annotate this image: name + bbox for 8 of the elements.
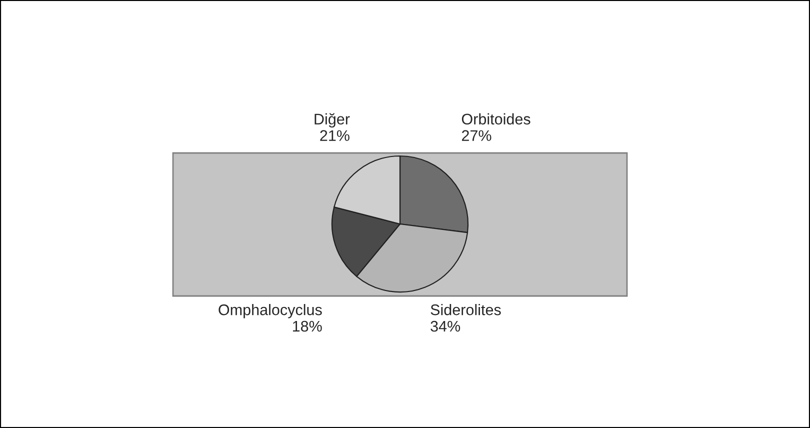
data-label: 18% <box>292 320 322 332</box>
slice-label: Omphalocyclus <box>218 304 322 318</box>
data-label: 21% <box>320 130 350 141</box>
data-label: 27% <box>462 130 492 141</box>
slice-label: Diğer <box>314 113 350 128</box>
slice-label: Orbitoides <box>462 113 530 125</box>
data-label: 34% <box>430 320 460 332</box>
slice-label: Siderolites <box>430 304 501 316</box>
